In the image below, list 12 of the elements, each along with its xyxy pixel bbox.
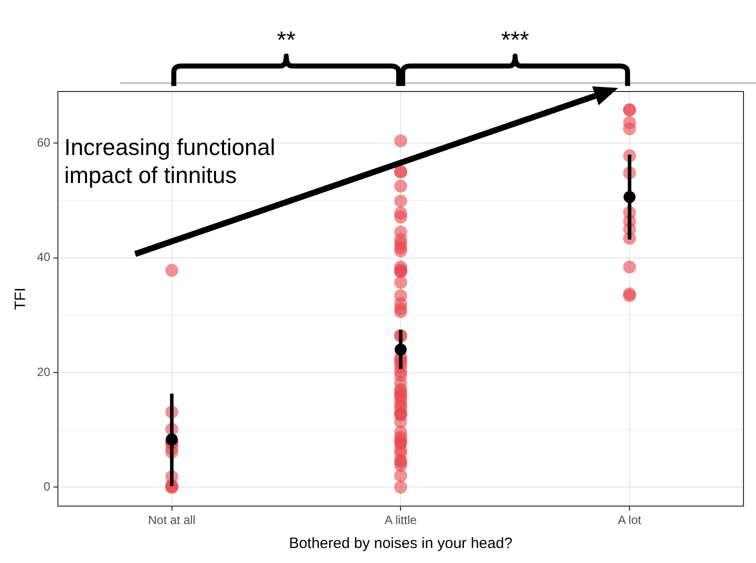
annotation: Increasing functional impact of tinnitus — [64, 134, 276, 188]
x-axis-title: Bothered by noises in your head? — [288, 535, 512, 552]
y-tick-label: 60 — [36, 135, 51, 150]
text: ** — [276, 27, 296, 54]
x-tick-label: A little — [384, 513, 418, 528]
x-tick-label: Not at all — [148, 513, 196, 528]
y-tick-label: 0 — [44, 479, 51, 494]
y-axis-title: TFI — [12, 288, 30, 310]
y-tick-label: 20 — [36, 364, 51, 379]
x-tick-label: A lot — [618, 513, 642, 528]
text: *** — [501, 27, 530, 54]
y-tick-label: 40 — [36, 250, 51, 264]
